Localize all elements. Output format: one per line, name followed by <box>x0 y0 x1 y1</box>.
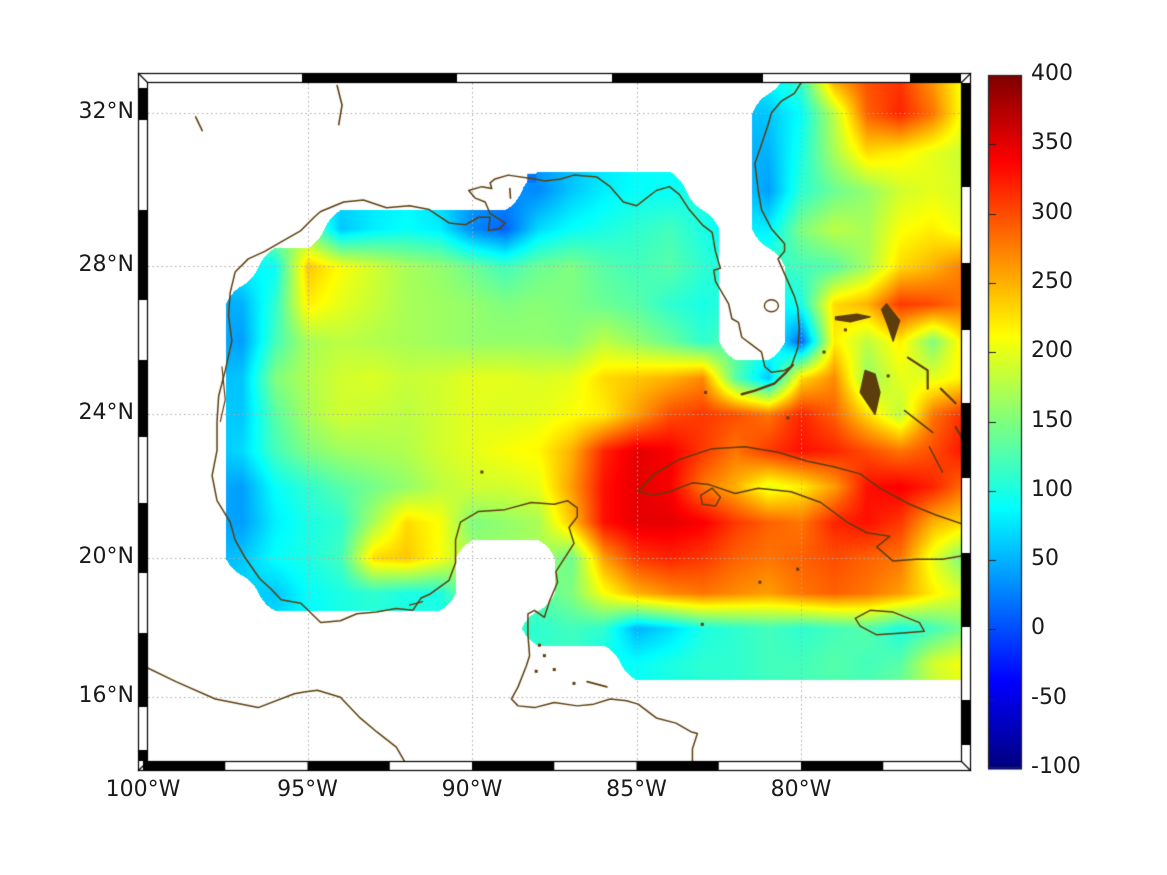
colorbar-tick-label: 0 <box>1031 615 1045 641</box>
x-tick-label: 80°W <box>770 777 832 802</box>
y-tick-label: 32°N <box>78 99 134 124</box>
colorbar-tick-label: 300 <box>1031 199 1073 225</box>
colorbar-tick-label: 200 <box>1031 338 1073 364</box>
colorbar-tick-label: 250 <box>1031 268 1073 294</box>
y-tick-label: 28°N <box>78 252 134 278</box>
colorbar-tick-label: 350 <box>1031 130 1073 156</box>
x-tick-label: 85°W <box>606 777 667 802</box>
x-tick-label: 95°W <box>277 777 338 802</box>
y-tick-label: 24°N <box>78 400 134 426</box>
colorbar-tick-label: 50 <box>1031 546 1059 572</box>
colorbar-tick-label: 100 <box>1031 476 1073 502</box>
y-tick-label: 20°N <box>78 543 134 569</box>
colorbar-tick-label: 150 <box>1031 407 1073 433</box>
colorbar-tick-label: -100 <box>1031 754 1081 779</box>
colorbar-tick-label: -50 <box>1031 684 1067 710</box>
y-tick-label: 16°N <box>78 683 134 709</box>
colorbar-tick-label: 400 <box>1031 61 1073 86</box>
x-tick-label: 100°W <box>105 777 181 802</box>
x-tick-label: 90°W <box>441 777 503 802</box>
